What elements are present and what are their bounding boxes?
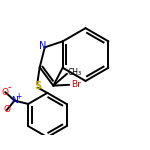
Text: O: O bbox=[2, 88, 9, 97]
Text: -: - bbox=[7, 82, 11, 92]
Text: O: O bbox=[3, 105, 10, 114]
Text: N: N bbox=[39, 41, 47, 51]
Text: S: S bbox=[34, 81, 42, 91]
Text: CH₃: CH₃ bbox=[68, 68, 82, 77]
Text: +: + bbox=[15, 92, 21, 101]
Text: N: N bbox=[11, 96, 18, 105]
Text: Br: Br bbox=[71, 80, 81, 89]
